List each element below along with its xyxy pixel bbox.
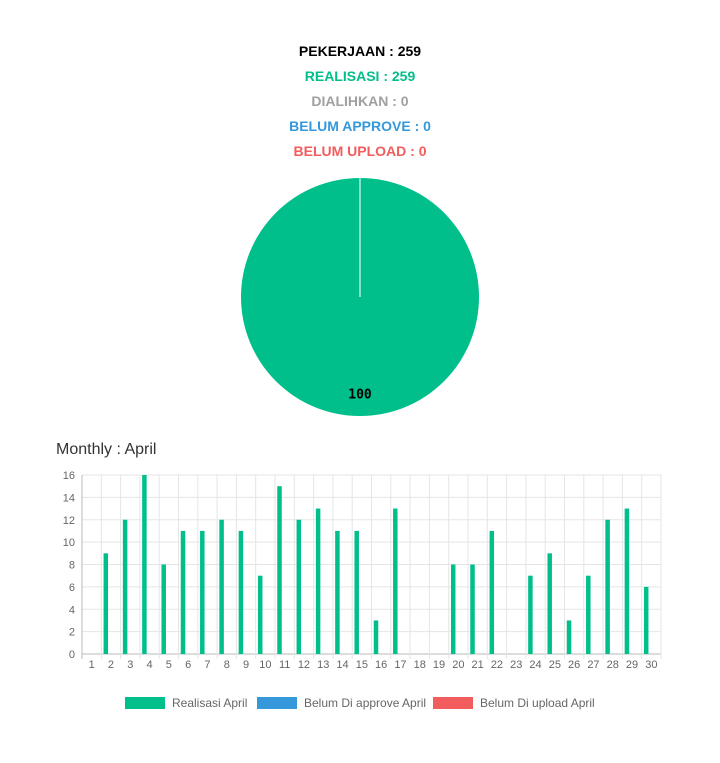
bar-realisasi-april [605, 519, 610, 654]
x-tick-label: 24 [529, 659, 541, 671]
x-tick-label: 12 [298, 659, 310, 671]
y-tick-label: 16 [63, 470, 75, 482]
x-tick-label: 30 [645, 659, 657, 671]
x-tick-label: 2 [108, 659, 114, 671]
bar-realisasi-april [103, 553, 109, 654]
bar-realisasi-april [547, 553, 552, 654]
bar-realisasi-april [161, 564, 166, 654]
x-tick-label: 8 [224, 659, 230, 671]
bar-realisasi-april [354, 530, 359, 654]
chart-legend: Realisasi April Belum Di approve April B… [0, 696, 720, 712]
x-tick-label: 26 [568, 659, 580, 671]
y-tick-label: 4 [69, 604, 75, 616]
x-tick-label: 21 [472, 659, 484, 671]
stat-dialihkan: DIALIHKAN : 0 [311, 93, 409, 109]
x-tick-label: 27 [587, 659, 599, 671]
x-tick-label: 14 [336, 659, 348, 671]
x-tick-label: 7 [204, 659, 210, 671]
bar-realisasi-april [257, 575, 263, 654]
bar-realisasi-april [122, 519, 128, 654]
x-tick-label: 19 [433, 659, 445, 671]
x-tick-label: 5 [166, 659, 172, 671]
bar-realisasi-april [566, 620, 572, 654]
y-tick-label: 2 [69, 627, 75, 639]
x-tick-label: 22 [491, 659, 503, 671]
x-tick-label: 20 [452, 659, 464, 671]
bar-realisasi-april [238, 530, 244, 654]
x-tick-label: 23 [510, 659, 522, 671]
stat-belum-approve: BELUM APPROVE : 0 [289, 118, 431, 134]
y-tick-label: 12 [63, 515, 75, 527]
y-tick-label: 0 [69, 649, 75, 661]
bar-realisasi-april [373, 620, 379, 654]
legend-label-belum-approve: Belum Di approve April [304, 696, 427, 710]
bar-realisasi-april [219, 519, 224, 654]
bar-realisasi-april [393, 508, 398, 654]
legend-item-belum-approve[interactable]: Belum Di approve April [257, 696, 426, 710]
y-tick-label: 10 [63, 537, 75, 549]
bar-realisasi-april [528, 575, 533, 654]
x-tick-label: 18 [414, 659, 426, 671]
legend-label-belum-upload: Belum Di upload April [480, 696, 595, 710]
x-tick-label: 11 [279, 659, 290, 671]
x-tick-label: 9 [243, 659, 249, 671]
y-tick-label: 14 [63, 492, 75, 504]
x-tick-label: 16 [375, 659, 387, 671]
bar-realisasi-april [296, 519, 302, 654]
bar-realisasi-april [180, 530, 186, 654]
x-tick-label: 29 [626, 659, 638, 671]
legend-item-belum-upload[interactable]: Belum Di upload April [433, 696, 595, 710]
legend-swatch-belum-upload [433, 697, 473, 709]
x-tick-label: 15 [356, 659, 368, 671]
legend-item-realisasi[interactable]: Realisasi April [125, 696, 247, 710]
bar-realisasi-april [470, 564, 475, 654]
x-tick-label: 17 [394, 659, 406, 671]
bar-realisasi-april [315, 508, 321, 654]
stat-belum-upload: BELUM UPLOAD : 0 [293, 143, 427, 159]
x-tick-label: 6 [185, 659, 191, 671]
y-tick-label: 8 [69, 560, 75, 572]
legend-swatch-realisasi [125, 697, 165, 709]
bar-realisasi-april [450, 564, 456, 654]
bar-realisasi-april [643, 586, 649, 654]
legend-swatch-belum-approve [257, 697, 297, 709]
bar-realisasi-april [489, 530, 495, 654]
legend-label-realisasi: Realisasi April [172, 696, 248, 710]
bar-realisasi-april [624, 508, 630, 654]
x-tick-label: 4 [146, 659, 152, 671]
pie-chart: 100 [241, 178, 479, 416]
x-tick-label: 10 [259, 659, 271, 671]
x-tick-label: 28 [607, 659, 619, 671]
y-tick-label: 6 [69, 582, 75, 594]
stat-pekerjaan: PEKERJAAN : 259 [298, 43, 422, 59]
bar-realisasi-april [142, 475, 147, 654]
monthly-chart-title: Monthly : April [56, 441, 157, 458]
x-tick-label: 1 [89, 659, 95, 671]
bar-realisasi-april [200, 530, 205, 654]
stat-realisasi: REALISASI : 259 [304, 68, 416, 84]
bar-realisasi-april [586, 575, 591, 654]
pie-slice-label: 100 [348, 388, 372, 403]
x-tick-label: 25 [549, 659, 561, 671]
x-tick-label: 3 [127, 659, 133, 671]
bar-realisasi-april [277, 486, 282, 654]
bar-realisasi-april [335, 530, 340, 654]
x-tick-label: 13 [317, 659, 329, 671]
